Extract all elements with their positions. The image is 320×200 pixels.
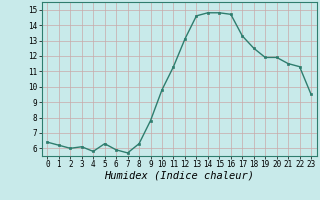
X-axis label: Humidex (Indice chaleur): Humidex (Indice chaleur): [104, 171, 254, 181]
